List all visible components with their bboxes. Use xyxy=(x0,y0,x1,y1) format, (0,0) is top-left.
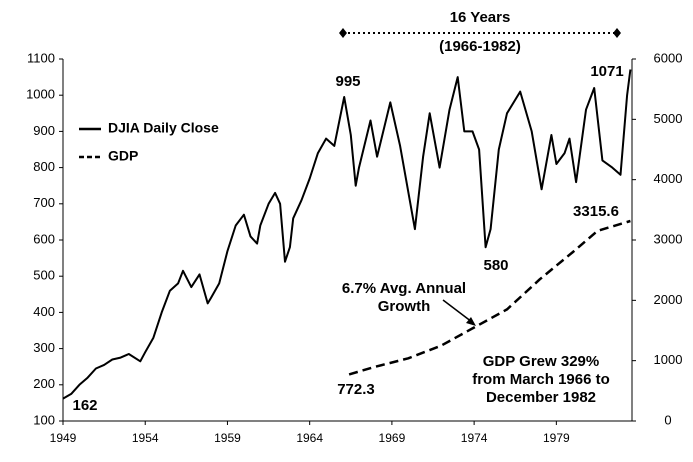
annotation: 772.3 xyxy=(337,381,375,398)
annotation: 16 Years xyxy=(450,9,511,26)
y2-tick-label: 3000 xyxy=(654,231,683,246)
annotation: (1966-1982) xyxy=(439,38,521,55)
legend-label: GDP xyxy=(108,148,138,164)
period-start xyxy=(339,28,347,38)
y-tick-label: 500 xyxy=(33,268,55,283)
series-line xyxy=(62,69,632,400)
arrow-head xyxy=(466,317,476,326)
y2-tick-label: 1000 xyxy=(654,352,683,367)
annotation: 3315.6 xyxy=(573,203,619,220)
x-tick-label: 1979 xyxy=(543,431,570,445)
y-tick-label: 400 xyxy=(33,304,55,319)
x-tick-label: 1964 xyxy=(296,431,323,445)
annotation: 162 xyxy=(72,397,97,414)
annotation: GDP Grew 329% xyxy=(483,353,599,370)
series-line xyxy=(348,219,631,376)
period-end xyxy=(613,28,621,38)
y2-tick-label: 5000 xyxy=(654,111,683,126)
y-tick-label: 800 xyxy=(33,159,55,174)
y2-tick-label: 6000 xyxy=(654,50,683,65)
annotation: December 1982 xyxy=(486,389,596,406)
annotation: Growth xyxy=(378,298,431,315)
annotation: 995 xyxy=(335,73,360,90)
y-tick-label: 100 xyxy=(33,412,55,427)
y-tick-label: 1100 xyxy=(27,50,55,65)
y2-tick-label: 2000 xyxy=(654,292,683,307)
y-tick-label: 700 xyxy=(33,195,55,210)
y-tick-label: 600 xyxy=(33,231,55,246)
annotation-arrow xyxy=(442,299,473,323)
annotation: 6.7% Avg. Annual xyxy=(342,280,466,297)
x-tick-label: 1969 xyxy=(379,431,406,445)
y-tick-label: 200 xyxy=(33,376,55,391)
y-tick-label: 300 xyxy=(33,340,55,355)
x-tick-label: 1974 xyxy=(461,431,488,445)
y-tick-label: 900 xyxy=(33,123,55,138)
annotation: from March 1966 to xyxy=(472,371,610,388)
y2-tick-label: 0 xyxy=(664,412,671,427)
x-tick-label: 1959 xyxy=(214,431,241,445)
x-tick-label: 1954 xyxy=(132,431,159,445)
annotation: 580 xyxy=(483,257,508,274)
legend-label: DJIA Daily Close xyxy=(108,120,219,136)
x-tick-label: 1949 xyxy=(50,431,77,445)
y-tick-label: 1000 xyxy=(26,87,55,102)
y2-tick-label: 4000 xyxy=(654,171,683,186)
annotation: 1071 xyxy=(590,63,623,80)
